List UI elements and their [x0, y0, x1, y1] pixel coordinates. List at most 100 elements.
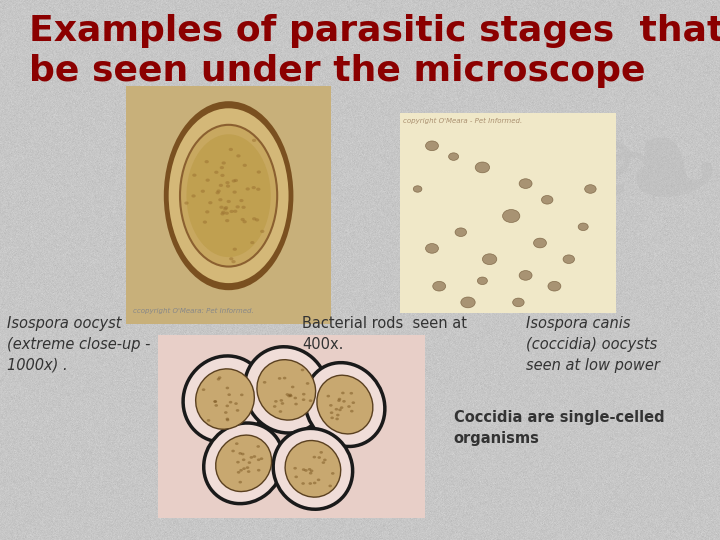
- Circle shape: [233, 248, 237, 251]
- Circle shape: [229, 401, 233, 403]
- Circle shape: [243, 164, 247, 167]
- Ellipse shape: [305, 363, 385, 447]
- Circle shape: [246, 466, 249, 469]
- Circle shape: [338, 398, 341, 401]
- Circle shape: [351, 401, 355, 404]
- Circle shape: [541, 195, 553, 204]
- Circle shape: [238, 481, 242, 483]
- Circle shape: [279, 410, 282, 413]
- Circle shape: [309, 472, 312, 475]
- Circle shape: [449, 153, 459, 160]
- Circle shape: [278, 377, 282, 380]
- Ellipse shape: [180, 125, 277, 267]
- Circle shape: [214, 400, 217, 403]
- Circle shape: [219, 184, 223, 187]
- Bar: [158, 335, 425, 518]
- Circle shape: [331, 472, 335, 475]
- Text: Coccidia are single-celled
organisms: Coccidia are single-celled organisms: [454, 410, 665, 447]
- Circle shape: [312, 456, 316, 458]
- Circle shape: [204, 160, 209, 163]
- Ellipse shape: [285, 441, 341, 497]
- Circle shape: [519, 179, 532, 188]
- Ellipse shape: [183, 356, 267, 442]
- Circle shape: [304, 469, 307, 472]
- Circle shape: [289, 394, 292, 396]
- Circle shape: [231, 260, 235, 264]
- Circle shape: [225, 417, 229, 420]
- Circle shape: [213, 400, 217, 403]
- Circle shape: [225, 404, 229, 407]
- Circle shape: [225, 387, 229, 389]
- Circle shape: [461, 297, 475, 308]
- Circle shape: [294, 476, 298, 478]
- Circle shape: [503, 210, 520, 222]
- Circle shape: [220, 166, 224, 169]
- Circle shape: [227, 200, 231, 203]
- Circle shape: [239, 469, 243, 471]
- Circle shape: [328, 484, 332, 487]
- Circle shape: [330, 411, 333, 414]
- Circle shape: [260, 457, 264, 460]
- Circle shape: [208, 201, 212, 204]
- Circle shape: [218, 376, 222, 379]
- Circle shape: [241, 206, 246, 209]
- Circle shape: [302, 468, 305, 471]
- Circle shape: [279, 399, 283, 402]
- Circle shape: [310, 469, 313, 472]
- Circle shape: [192, 173, 197, 177]
- Text: copyright O'Meara - Pet Informed.: copyright O'Meara - Pet Informed.: [403, 118, 523, 124]
- Circle shape: [215, 404, 218, 407]
- Circle shape: [201, 190, 205, 193]
- Circle shape: [223, 207, 228, 211]
- Text: ccopyright O'Meara: Pet Informed.: ccopyright O'Meara: Pet Informed.: [133, 308, 254, 314]
- Ellipse shape: [257, 360, 315, 420]
- Circle shape: [263, 381, 266, 383]
- Circle shape: [336, 414, 340, 416]
- Circle shape: [413, 186, 422, 192]
- Circle shape: [302, 482, 305, 485]
- Circle shape: [192, 194, 196, 198]
- Circle shape: [242, 467, 246, 470]
- Circle shape: [578, 223, 588, 231]
- Circle shape: [234, 402, 238, 405]
- Circle shape: [225, 219, 230, 222]
- Circle shape: [349, 392, 353, 395]
- Circle shape: [291, 386, 294, 388]
- Circle shape: [229, 148, 233, 151]
- Circle shape: [236, 461, 240, 463]
- Circle shape: [323, 458, 327, 461]
- Circle shape: [301, 369, 305, 372]
- Circle shape: [482, 254, 497, 265]
- Circle shape: [330, 416, 334, 419]
- Circle shape: [513, 298, 524, 307]
- Circle shape: [257, 458, 261, 461]
- Circle shape: [308, 482, 312, 485]
- Text: ❧: ❧: [585, 97, 720, 260]
- Circle shape: [222, 161, 226, 165]
- Circle shape: [236, 154, 240, 158]
- Circle shape: [220, 206, 224, 209]
- Circle shape: [274, 400, 278, 403]
- Circle shape: [232, 179, 236, 183]
- Circle shape: [326, 395, 330, 397]
- Ellipse shape: [204, 423, 284, 504]
- Circle shape: [294, 397, 297, 400]
- Circle shape: [337, 399, 341, 402]
- Circle shape: [306, 382, 310, 385]
- Circle shape: [585, 185, 596, 193]
- Circle shape: [241, 453, 245, 455]
- Circle shape: [534, 238, 546, 248]
- Circle shape: [246, 187, 250, 191]
- Circle shape: [218, 198, 222, 201]
- Circle shape: [563, 255, 575, 264]
- Circle shape: [317, 478, 320, 481]
- Circle shape: [350, 410, 354, 413]
- Bar: [400, 113, 616, 313]
- Circle shape: [477, 277, 487, 285]
- Circle shape: [220, 174, 225, 177]
- Circle shape: [242, 458, 246, 461]
- Ellipse shape: [186, 134, 271, 257]
- Text: Isospora oocyst
(extreme close-up -
1000x) .: Isospora oocyst (extreme close-up - 1000…: [7, 316, 150, 373]
- Ellipse shape: [168, 109, 289, 283]
- Circle shape: [253, 455, 256, 458]
